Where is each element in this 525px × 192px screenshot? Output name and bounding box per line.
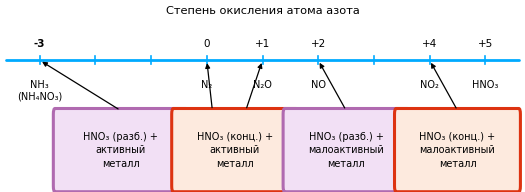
Text: HNO₃ (разб.) +
малоактивный
металл: HNO₃ (разб.) + малоактивный металл	[308, 132, 384, 169]
Text: Степень окисления атома азота: Степень окисления атома азота	[165, 6, 360, 16]
Text: -3: -3	[34, 39, 46, 49]
Text: N₂: N₂	[201, 80, 213, 90]
Text: +5: +5	[478, 39, 493, 49]
Text: NO: NO	[311, 80, 326, 90]
FancyBboxPatch shape	[54, 108, 187, 192]
Text: HNO₃ (конц.) +
малоактивный
металл: HNO₃ (конц.) + малоактивный металл	[419, 132, 496, 169]
FancyBboxPatch shape	[394, 108, 520, 192]
Text: HNO₃: HNO₃	[472, 80, 499, 90]
Text: HNO₃ (конц.) +
активный
металл: HNO₃ (конц.) + активный металл	[196, 132, 272, 169]
Text: 0: 0	[204, 39, 210, 49]
Text: +4: +4	[422, 39, 437, 49]
Text: HNO₃ (разб.) +
активный
металл: HNO₃ (разб.) + активный металл	[83, 132, 158, 169]
Text: N₂O: N₂O	[253, 80, 272, 90]
Text: +1: +1	[255, 39, 270, 49]
Text: +2: +2	[311, 39, 326, 49]
Text: NH₃
(NH₄NO₃): NH₃ (NH₄NO₃)	[17, 80, 62, 102]
FancyBboxPatch shape	[283, 108, 409, 192]
Text: NO₂: NO₂	[420, 80, 439, 90]
FancyBboxPatch shape	[172, 108, 298, 192]
